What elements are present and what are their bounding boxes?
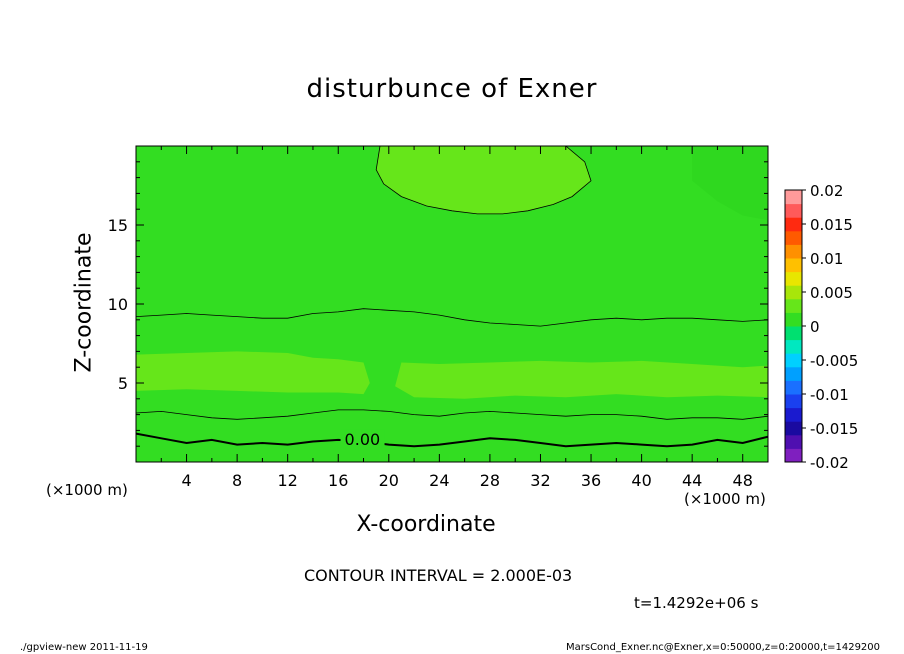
shaded-region-1: [395, 360, 768, 399]
colorbar-segment: [785, 421, 802, 436]
x-tick-label: 32: [530, 471, 550, 490]
x-tick-label: 12: [278, 471, 298, 490]
contour-interval-text: CONTOUR INTERVAL = 2.000E-03: [304, 566, 573, 585]
y-tick-label: 5: [118, 374, 128, 393]
colorbar-label: -0.02: [810, 454, 849, 472]
colorbar-segment: [785, 339, 802, 354]
colorbar-segment: [785, 353, 802, 368]
colorbar-segment: [785, 380, 802, 395]
colorbar-label: 0.02: [810, 182, 843, 200]
contour-line-3: [375, 146, 592, 215]
y-axis-ticks: 5 10 15: [108, 161, 768, 447]
x-tick-label: 40: [631, 471, 651, 490]
shaded-region-3: [692, 146, 768, 221]
colorbar-segment: [785, 271, 802, 286]
colorbar-segment: [785, 326, 802, 341]
x-tick-label: 48: [733, 471, 753, 490]
colorbar-label: -0.01: [810, 386, 849, 404]
contour-labels: 0.00: [340, 429, 385, 449]
contour-label-zero: 0.00: [345, 430, 381, 449]
colorbar-segment: [785, 258, 802, 273]
colorbar-label: 0: [810, 318, 820, 336]
contour-line-2: [136, 308, 768, 327]
colorbar: 0.02 0.015 0.01 0.005 0 -0.005 -0.01 -0.015 -0.0…: [784, 182, 858, 472]
shaded-region-0: [136, 351, 370, 395]
colorbar-label: 0.015: [810, 216, 853, 234]
chart-title: disturbunce of Exner: [306, 74, 598, 104]
colorbar-segment: [785, 203, 802, 218]
colorbar-label: -0.005: [810, 352, 858, 370]
footer-right: MarsCond_Exner.nc@Exner,x=0:50000,z=0:20…: [566, 642, 881, 653]
colorbar-label: 0.01: [810, 250, 843, 268]
shaded-region-2: [376, 146, 591, 214]
x-axis-label: X-coordinate: [356, 512, 496, 537]
colorbar-segment: [785, 298, 802, 313]
x-unit-left: (×1000 m): [46, 481, 128, 499]
shaded-regions: [136, 146, 768, 399]
x-tick-label: 28: [480, 471, 500, 490]
colorbar-segment: [785, 394, 802, 409]
y-tick-label: 15: [108, 216, 128, 235]
colorbar-segment: [785, 190, 802, 205]
x-tick-label: 36: [581, 471, 601, 490]
colorbar-segment: [785, 230, 802, 245]
colorbar-segment: [785, 312, 802, 327]
y-axis-label: Z-coordinate: [71, 232, 97, 373]
x-unit-right: (×1000 m): [684, 490, 766, 508]
x-axis-ticks: 4 8 12 16 20 24 28 32 36 40 44 48: [160, 146, 769, 490]
colorbar-label: -0.015: [810, 420, 858, 438]
colorbar-segment: [785, 434, 802, 449]
colorbar-segment: [785, 407, 802, 422]
x-tick-label: 8: [232, 471, 242, 490]
x-tick-label: 20: [379, 471, 399, 490]
colorbar-segment: [785, 366, 802, 381]
x-tick-label: 4: [181, 471, 191, 490]
time-label: t=1.4292e+06 s: [634, 594, 759, 612]
colorbar-segment: [785, 448, 802, 463]
contour-line-1: [136, 409, 768, 420]
colorbar-segment: [785, 285, 802, 300]
colorbar-segment: [785, 217, 802, 232]
x-tick-label: 16: [328, 471, 348, 490]
contour-label-bg: [340, 429, 385, 446]
x-tick-label: 24: [429, 471, 449, 490]
contour-line-0: [136, 432, 768, 448]
colorbar-label: 0.005: [810, 284, 853, 302]
contour-lines: [136, 146, 768, 448]
colorbar-segment: [785, 244, 802, 259]
y-tick-label: 10: [108, 295, 128, 314]
x-tick-label: 44: [682, 471, 702, 490]
footer-left: ./gpview-new 2011-11-19: [20, 642, 148, 653]
